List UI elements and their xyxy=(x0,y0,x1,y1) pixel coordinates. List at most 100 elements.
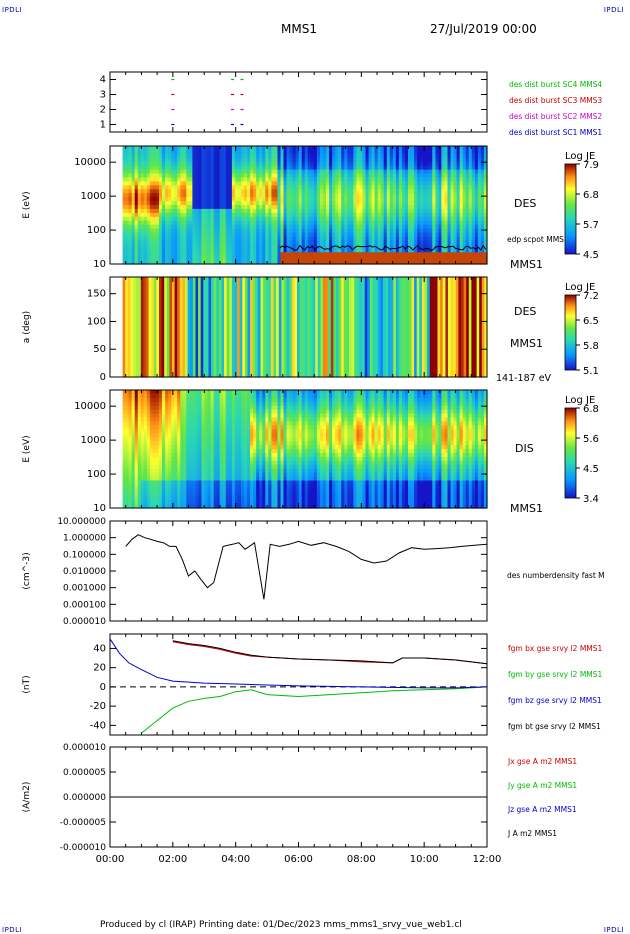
heatmap-cell xyxy=(149,417,154,422)
heatmap-cell xyxy=(177,260,181,265)
heatmap-cell xyxy=(143,228,148,234)
heatmap-cell xyxy=(247,193,251,198)
heatmap-cell xyxy=(386,153,391,159)
heatmap-cell xyxy=(174,417,178,422)
heatmap-cell xyxy=(156,153,160,159)
heatmap-cell xyxy=(256,236,260,241)
heatmap-cell xyxy=(286,181,291,186)
heatmap-cell xyxy=(323,149,327,155)
heatmap-cell xyxy=(125,244,130,249)
heatmap-cell xyxy=(398,173,403,178)
heatmap-cell xyxy=(195,228,200,234)
heatmap-cell xyxy=(195,169,200,175)
heatmap-cell xyxy=(244,248,248,253)
heatmap-cell xyxy=(213,201,218,206)
heatmap-cell xyxy=(477,149,482,155)
heatmap-cell xyxy=(420,244,424,249)
heatmap-cell xyxy=(441,240,445,245)
heatmap-cell xyxy=(231,185,236,190)
heatmap-cell xyxy=(353,260,357,265)
heatmap-cell xyxy=(368,212,373,218)
heatmap-cell xyxy=(186,220,190,226)
heatmap-cell xyxy=(380,201,385,206)
heatmap-cell xyxy=(441,201,445,206)
heatmap-cell xyxy=(289,189,294,194)
heatmap-cell xyxy=(216,189,221,194)
heatmap-cell xyxy=(253,248,257,253)
heatmap-cell xyxy=(368,244,373,249)
heatmap-cell xyxy=(307,252,312,257)
heatmap-cell xyxy=(389,240,394,245)
heatmap-cell xyxy=(128,201,133,206)
heatmap-cell xyxy=(244,240,248,245)
heatmap-cell xyxy=(283,232,288,237)
heatmap-cell xyxy=(219,201,224,206)
heatmap-cell xyxy=(347,248,351,253)
heatmap-cell xyxy=(474,169,479,175)
heatmap-cell xyxy=(128,256,133,261)
heatmap-cell xyxy=(213,464,218,470)
heatmap-cell xyxy=(423,181,427,186)
heatmap-cell xyxy=(477,201,482,206)
heatmap-cell xyxy=(201,484,206,489)
heatmap-cell xyxy=(341,248,345,253)
heatmap-cell xyxy=(444,228,449,234)
heatmap-cell xyxy=(201,472,206,478)
heatmap-cell xyxy=(162,464,166,470)
heatmap-cell xyxy=(171,456,175,462)
heatmap-cell xyxy=(198,393,203,399)
heatmap-cell xyxy=(192,397,196,403)
heatmap-cell xyxy=(174,484,178,489)
heatmap-cell xyxy=(210,488,215,493)
heatmap-cell xyxy=(231,149,236,155)
heatmap-cell xyxy=(137,216,142,222)
heatmap-cell xyxy=(326,169,330,175)
heatmap-cell xyxy=(125,205,130,210)
heatmap-cell xyxy=(149,244,154,249)
heatmap-cell xyxy=(313,165,318,171)
heatmap-cell xyxy=(411,181,415,186)
heatmap-cell xyxy=(192,433,196,438)
heatmap-cell xyxy=(204,260,209,265)
heatmap-cell xyxy=(183,173,187,178)
heatmap-cell xyxy=(210,413,215,419)
heatmap-cell xyxy=(137,240,142,245)
heatmap-cell xyxy=(159,464,163,470)
heatmap-cell xyxy=(341,212,345,218)
heatmap-cell xyxy=(165,484,169,489)
heatmap-cell xyxy=(225,208,230,214)
heatmap-cell xyxy=(414,220,418,226)
heatmap-cell xyxy=(137,193,142,198)
heatmap-cell xyxy=(174,173,178,178)
heatmap-cell xyxy=(459,256,464,261)
heatmap-cell xyxy=(310,277,314,378)
heatmap-cell xyxy=(286,201,291,206)
heatmap-cell xyxy=(143,425,148,430)
heatmap-cell xyxy=(374,220,379,226)
heatmap-cell xyxy=(417,193,421,198)
heatmap-cell xyxy=(244,208,248,214)
heatmap-cell xyxy=(186,429,190,434)
heatmap-cell xyxy=(222,244,227,249)
heatmap-cell xyxy=(349,277,353,378)
heatmap-cell xyxy=(459,189,464,194)
heatmap-cell xyxy=(274,153,278,159)
heatmap-cell xyxy=(241,260,245,265)
heatmap-cell xyxy=(207,437,212,442)
heatmap-cell xyxy=(356,224,360,230)
heatmap-cell xyxy=(228,232,233,237)
heatmap-cell xyxy=(389,236,394,241)
heatmap-cell xyxy=(146,205,151,210)
heatmap-cell xyxy=(221,277,225,378)
heatmap-cell xyxy=(140,472,145,478)
heatmap-cell xyxy=(289,232,294,237)
heatmap-cell xyxy=(156,484,160,489)
heatmap-cell xyxy=(213,413,218,419)
heatmap-cell xyxy=(471,197,476,202)
heatmap-cell xyxy=(216,260,221,265)
heatmap-cell xyxy=(166,277,170,378)
heatmap-cell xyxy=(383,205,388,210)
heatmap-cell xyxy=(204,433,209,438)
heatmap-cell xyxy=(323,197,327,202)
heatmap-cell xyxy=(122,240,127,245)
